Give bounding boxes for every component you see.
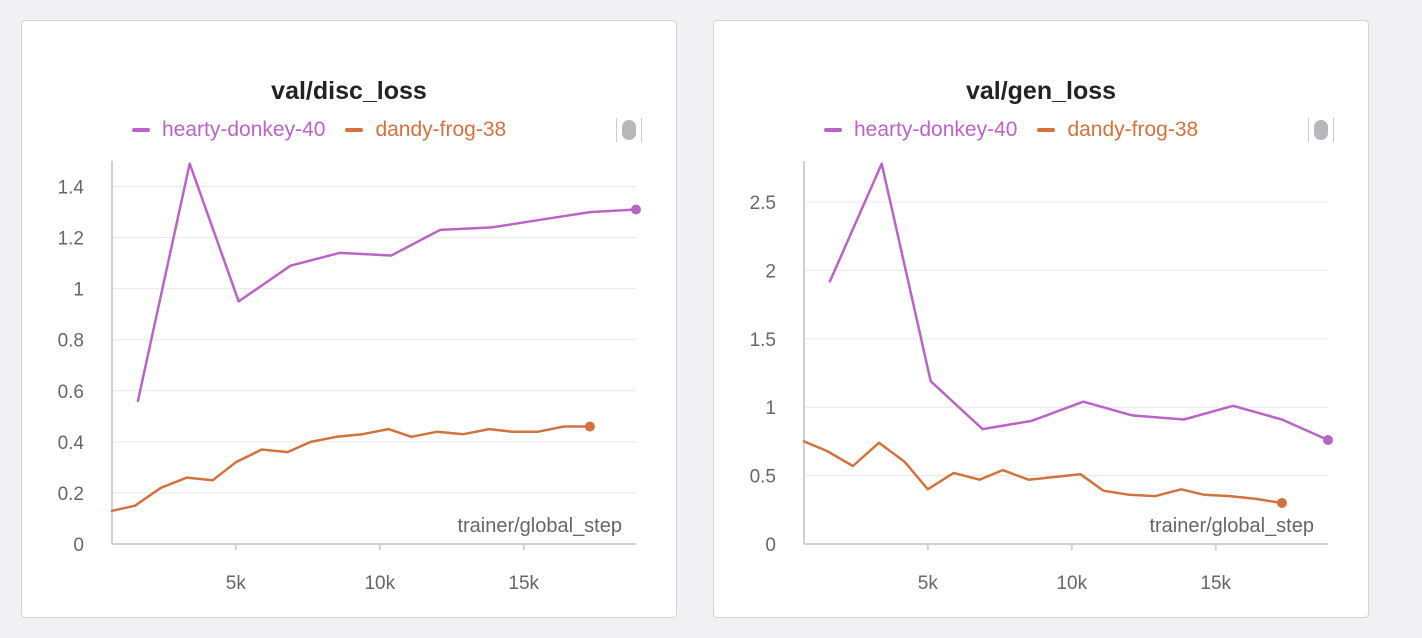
y-tick-label: 0.6	[58, 382, 84, 403]
y-tick-label: 0	[73, 535, 84, 556]
series-end-point-dandy-frog-38	[584, 421, 595, 432]
legend-item-hearty-donkey-40[interactable]: hearty-donkey-40	[824, 118, 1017, 142]
legend-label: hearty-donkey-40	[854, 118, 1018, 141]
legend-swatch	[824, 128, 842, 132]
legend-label: dandy-frog-38	[1067, 118, 1199, 141]
y-tick-label: 1.2	[58, 229, 84, 250]
legend-label: hearty-donkey-40	[162, 118, 326, 141]
legend-label: dandy-frog-38	[375, 118, 507, 141]
chart-title: val/gen_loss	[965, 77, 1117, 105]
legend-item-dandy-frog-38[interactable]: dandy-frog-38	[345, 118, 506, 142]
chart-panel-gen-loss[interactable]: val/gen_loss hearty-donkey-40 dandy-frog…	[713, 20, 1369, 618]
series-line-hearty-donkey-40	[136, 162, 638, 403]
legend-swatch	[345, 128, 364, 132]
series-end-point-hearty-donkey-40	[631, 204, 641, 215]
chart-legend: hearty-donkey-40 dandy-frog-38	[132, 118, 526, 142]
y-tick-label: 0.8	[58, 331, 84, 352]
legend-swatch	[1037, 128, 1056, 132]
series-line-dandy-frog-38	[802, 440, 1284, 505]
x-axis-title: trainer/global_step	[457, 515, 622, 537]
legend-item-hearty-donkey-40[interactable]: hearty-donkey-40	[132, 118, 325, 142]
line-chart-disc-loss[interactable]: 0 0.2 0.4 0.6 0.8 1 1.2 1.4 5k 10k 15k trainer/glob…	[22, 21, 678, 619]
series-end-point-hearty-donkey-40	[1323, 435, 1333, 446]
line-chart-gen-loss[interactable]: 0 0.5 1 1.5 2 2.5 5k 10k 15k trainer/global_step	[714, 21, 1370, 619]
toggle-pill-icon	[622, 120, 636, 140]
legend-toggle-control[interactable]	[1308, 118, 1334, 142]
y-tick-label: 0.4	[58, 433, 85, 454]
series-line-dandy-frog-38	[110, 425, 592, 513]
chart-legend: hearty-donkey-40 dandy-frog-38	[824, 118, 1218, 142]
y-tick-label: 0.2	[58, 484, 84, 505]
y-tick-label: 2	[765, 261, 776, 282]
toggle-pill-icon	[1314, 120, 1328, 140]
series-end-point-dandy-frog-38	[1276, 497, 1287, 508]
x-tick-label: 10k	[364, 573, 395, 594]
y-tick-label: 2.5	[750, 193, 776, 214]
x-tick-label: 15k	[1200, 573, 1231, 594]
y-tick-label: 1.5	[750, 330, 776, 351]
x-tick-label: 10k	[1056, 573, 1087, 594]
y-tick-label: 1	[765, 398, 776, 419]
y-tick-label: 1	[73, 280, 84, 301]
x-tick-label: 5k	[918, 573, 939, 594]
y-tick-label: 0	[765, 535, 776, 556]
y-tick-label: 1.4	[58, 178, 85, 199]
x-axis-title: trainer/global_step	[1149, 515, 1314, 537]
chart-panel-disc-loss[interactable]: val/disc_loss hearty-donkey-40 dandy-fro…	[21, 20, 677, 618]
legend-swatch	[132, 128, 150, 132]
chart-title: val/disc_loss	[271, 77, 427, 105]
x-tick-label: 15k	[508, 573, 539, 594]
legend-toggle-control[interactable]	[616, 118, 642, 142]
legend-item-dandy-frog-38[interactable]: dandy-frog-38	[1037, 118, 1198, 142]
series-line-hearty-donkey-40	[828, 162, 1330, 442]
x-tick-label: 5k	[226, 573, 247, 594]
y-tick-label: 0.5	[750, 467, 776, 488]
